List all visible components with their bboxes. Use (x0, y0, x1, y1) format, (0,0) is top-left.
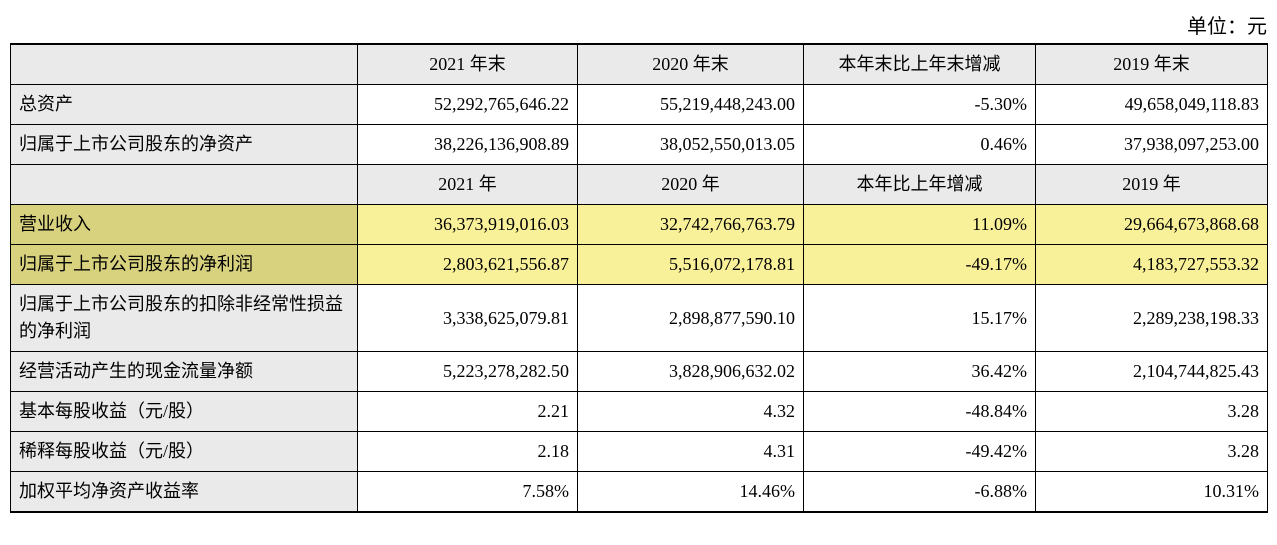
row-diluted-eps: 稀释每股收益（元/股） 2.18 4.31 -49.42% 3.28 (11, 432, 1268, 472)
label-roe: 加权平均净资产收益率 (11, 472, 358, 513)
cell: 0.46% (804, 125, 1036, 165)
row-op-cashflow: 经营活动产生的现金流量净额 5,223,278,282.50 3,828,906… (11, 352, 1268, 392)
col-2021: 2021 年 (358, 165, 578, 205)
cell: 2,104,744,825.43 (1036, 352, 1268, 392)
header-row-year: 2021 年 2020 年 本年比上年增减 2019 年 (11, 165, 1268, 205)
cell: 10.31% (1036, 472, 1268, 513)
header-row-year-end: 2021 年末 2020 年末 本年末比上年末增减 2019 年末 (11, 44, 1268, 85)
row-roe: 加权平均净资产收益率 7.58% 14.46% -6.88% 10.31% (11, 472, 1268, 513)
cell: 3,828,906,632.02 (578, 352, 804, 392)
header-blank (11, 44, 358, 85)
cell: 29,664,673,868.68 (1036, 205, 1268, 245)
cell: -48.84% (804, 392, 1036, 432)
cell: 37,938,097,253.00 (1036, 125, 1268, 165)
cell: 55,219,448,243.00 (578, 85, 804, 125)
cell: 49,658,049,118.83 (1036, 85, 1268, 125)
cell: 3.28 (1036, 432, 1268, 472)
cell: -5.30% (804, 85, 1036, 125)
label-basic-eps: 基本每股收益（元/股） (11, 392, 358, 432)
cell: -6.88% (804, 472, 1036, 513)
cell: 7.58% (358, 472, 578, 513)
cell: 2.21 (358, 392, 578, 432)
cell: 38,052,550,013.05 (578, 125, 804, 165)
cell: 2,803,621,556.87 (358, 245, 578, 285)
col-2020: 2020 年 (578, 165, 804, 205)
label-net-profit: 归属于上市公司股东的净利润 (11, 245, 358, 285)
col-2021-end: 2021 年末 (358, 44, 578, 85)
financials-table: 2021 年末 2020 年末 本年末比上年末增减 2019 年末 总资产 52… (10, 43, 1268, 513)
cell: 5,516,072,178.81 (578, 245, 804, 285)
cell: -49.42% (804, 432, 1036, 472)
cell: -49.17% (804, 245, 1036, 285)
label-diluted-eps: 稀释每股收益（元/股） (11, 432, 358, 472)
cell: 38,226,136,908.89 (358, 125, 578, 165)
cell: 2.18 (358, 432, 578, 472)
label-revenue: 营业收入 (11, 205, 358, 245)
cell: 52,292,765,646.22 (358, 85, 578, 125)
cell: 2,898,877,590.10 (578, 285, 804, 352)
col-2020-end: 2020 年末 (578, 44, 804, 85)
col-delta-end: 本年末比上年末增减 (804, 44, 1036, 85)
cell: 36,373,919,016.03 (358, 205, 578, 245)
col-2019-end: 2019 年末 (1036, 44, 1268, 85)
row-net-profit: 归属于上市公司股东的净利润 2,803,621,556.87 5,516,072… (11, 245, 1268, 285)
col-2019: 2019 年 (1036, 165, 1268, 205)
cell: 32,742,766,763.79 (578, 205, 804, 245)
row-revenue: 营业收入 36,373,919,016.03 32,742,766,763.79… (11, 205, 1268, 245)
cell: 3,338,625,079.81 (358, 285, 578, 352)
label-equity: 归属于上市公司股东的净资产 (11, 125, 358, 165)
cell: 4.32 (578, 392, 804, 432)
row-net-profit-ex: 归属于上市公司股东的扣除非经常性损益的净利润 3,338,625,079.81 … (11, 285, 1268, 352)
label-op-cashflow: 经营活动产生的现金流量净额 (11, 352, 358, 392)
col-delta: 本年比上年增减 (804, 165, 1036, 205)
row-equity: 归属于上市公司股东的净资产 38,226,136,908.89 38,052,5… (11, 125, 1268, 165)
cell: 2,289,238,198.33 (1036, 285, 1268, 352)
label-total-assets: 总资产 (11, 85, 358, 125)
cell: 11.09% (804, 205, 1036, 245)
cell: 36.42% (804, 352, 1036, 392)
unit-label: 单位：元 (10, 10, 1267, 39)
cell: 5,223,278,282.50 (358, 352, 578, 392)
cell: 14.46% (578, 472, 804, 513)
cell: 4,183,727,553.32 (1036, 245, 1268, 285)
cell: 3.28 (1036, 392, 1268, 432)
cell: 4.31 (578, 432, 804, 472)
row-total-assets: 总资产 52,292,765,646.22 55,219,448,243.00 … (11, 85, 1268, 125)
header-blank (11, 165, 358, 205)
row-basic-eps: 基本每股收益（元/股） 2.21 4.32 -48.84% 3.28 (11, 392, 1268, 432)
label-net-profit-ex: 归属于上市公司股东的扣除非经常性损益的净利润 (11, 285, 358, 352)
cell: 15.17% (804, 285, 1036, 352)
